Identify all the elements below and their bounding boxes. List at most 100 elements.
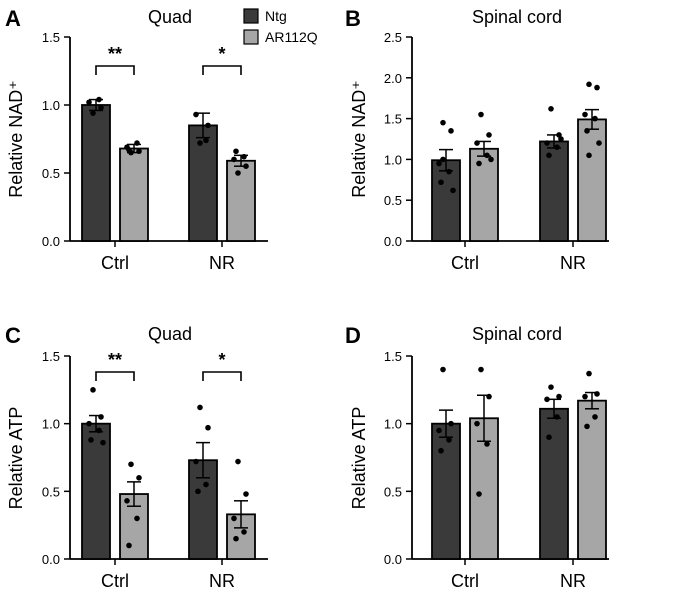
y-axis-label: Relative ATP (6, 407, 26, 510)
data-point (584, 423, 590, 430)
data-point (197, 404, 203, 411)
bar-ntg-ctrl (431, 422, 461, 560)
y-tick-label: 0.5 (384, 484, 402, 499)
data-point (554, 144, 560, 150)
data-point (205, 424, 211, 431)
data-point (448, 420, 454, 427)
x-tick-label-nr: NR (560, 253, 586, 273)
data-point (582, 393, 588, 400)
data-point (484, 152, 490, 159)
y-axis-label: Relative NAD⁺ (349, 80, 369, 198)
y-tick-label: 1.0 (42, 417, 60, 432)
data-point (136, 475, 142, 481)
panel-title: Spinal cord (472, 7, 562, 27)
data-point (241, 153, 247, 160)
data-point (474, 140, 480, 146)
significance-label: ** (108, 44, 122, 64)
bar-ar112q-nr (226, 159, 256, 242)
data-point (235, 170, 241, 176)
bar-ar112q-nr (577, 399, 607, 560)
bar-ar112q-ctrl (119, 147, 149, 242)
bar-ntg-nr (539, 140, 569, 242)
y-tick-label: 0.5 (384, 193, 402, 208)
data-point (586, 81, 592, 88)
data-point (592, 115, 598, 122)
panel-label: C (5, 323, 21, 348)
data-point (126, 542, 132, 549)
data-point (478, 366, 484, 373)
x-tick-label-nr: NR (560, 571, 586, 591)
y-tick-label: 2.5 (384, 30, 402, 45)
panel-title: Spinal cord (472, 324, 562, 344)
panel-label: B (345, 6, 361, 31)
data-point (554, 414, 560, 420)
panel-label: D (345, 323, 361, 348)
data-point (86, 420, 92, 427)
data-point (478, 111, 484, 118)
data-point (134, 515, 140, 522)
data-point (90, 110, 96, 116)
data-point (235, 458, 241, 465)
panel-b: B Spinal cord Relative NAD⁺ 0.0 0.5 1.0 1.5 2.0… (345, 6, 609, 273)
data-point (438, 179, 444, 186)
data-point (100, 439, 106, 446)
data-point (548, 106, 554, 112)
x-tick-label-ctrl: Ctrl (451, 571, 479, 591)
y-tick-label: 0.5 (42, 484, 60, 499)
y-axis-label: Relative NAD⁺ (6, 80, 26, 198)
significance-bracket (202, 65, 242, 75)
legend-swatch-ntg (243, 8, 259, 24)
bar-ar112q-nr (577, 118, 607, 242)
y-tick-label: 1.0 (42, 98, 60, 113)
data-point (134, 140, 140, 146)
data-point (586, 152, 592, 159)
data-point (440, 119, 446, 126)
y-tick-label: 2.0 (384, 71, 402, 86)
data-point (476, 160, 482, 167)
data-point (126, 147, 132, 153)
significance-bracket (202, 371, 242, 381)
bar-ntg-nr (539, 407, 569, 560)
y-tick-label: 0.0 (384, 234, 402, 249)
y-tick-label: 1.0 (384, 152, 402, 167)
data-point (474, 420, 480, 427)
data-point (440, 156, 446, 163)
data-point (98, 414, 104, 420)
data-point (203, 137, 209, 144)
bar-ntg-ctrl (81, 422, 111, 560)
data-point (136, 148, 142, 155)
data-point (556, 393, 562, 400)
x-tick-label-nr: NR (209, 571, 235, 591)
x-tick-label-ctrl: Ctrl (101, 571, 129, 591)
significance-label: * (218, 44, 225, 64)
data-point (436, 160, 442, 167)
data-point (98, 104, 104, 111)
data-point (594, 391, 600, 397)
y-tick-label: 1.5 (42, 30, 60, 45)
bar-ntg-ctrl (431, 159, 461, 242)
panel-d: D Spinal cord Relative ATP 0.0 0.5 1.0 1.5 Ctrl… (345, 323, 609, 591)
data-point (546, 434, 552, 441)
data-point (486, 132, 492, 138)
data-point (231, 515, 237, 522)
data-point (558, 136, 564, 142)
data-point (128, 461, 134, 468)
data-point (88, 437, 94, 443)
legend: Ntg AR112Q (243, 8, 318, 45)
data-point (586, 370, 592, 377)
data-point (448, 128, 454, 134)
y-tick-label: 0.0 (42, 234, 60, 249)
data-point (203, 481, 209, 488)
data-point (488, 156, 494, 163)
data-point (90, 387, 96, 393)
legend-label-ar112q: AR112Q (265, 29, 318, 45)
bar-ntg-nr (188, 124, 218, 242)
x-tick-label-ctrl: Ctrl (101, 253, 129, 273)
data-point (582, 111, 588, 118)
y-tick-label: 0.0 (42, 552, 60, 567)
x-tick-label-nr: NR (209, 253, 235, 273)
data-point (592, 414, 598, 420)
data-point (446, 437, 452, 443)
